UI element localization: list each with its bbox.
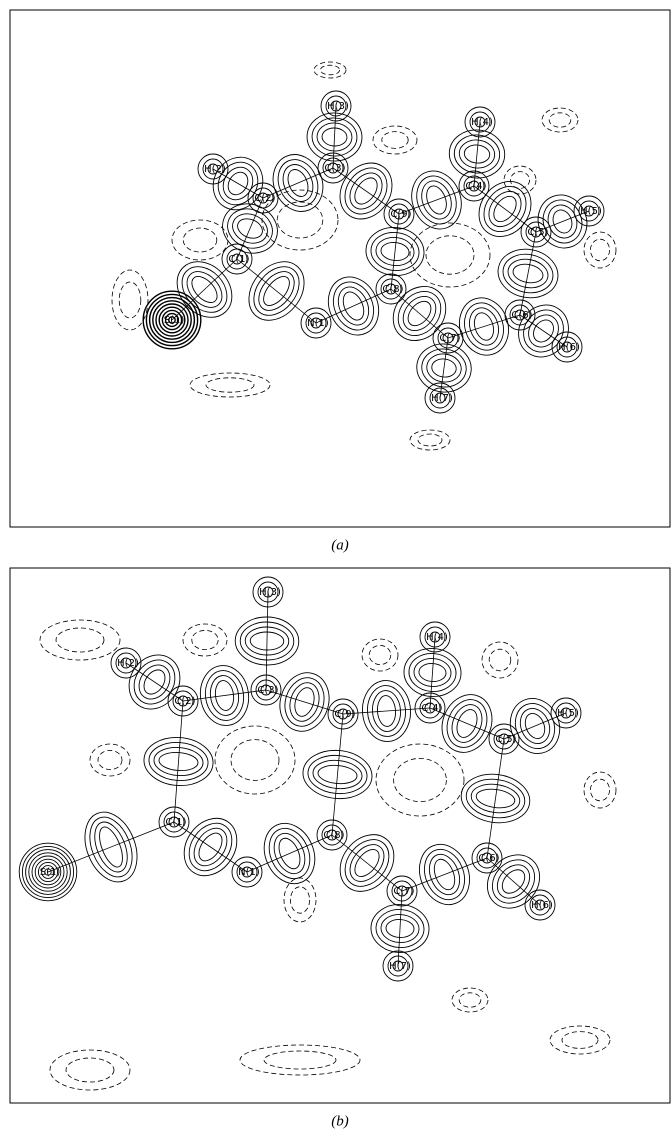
atom-label: H(6) [558,342,580,353]
atom-label: C(3) [257,685,278,696]
panel-frame [10,10,670,527]
negative-contour [172,220,228,260]
bond [391,289,448,338]
negative-contour [192,630,218,649]
negative-contour [66,1058,114,1082]
bond [487,739,504,858]
negative-contour [369,645,391,664]
atom-label: C(4) [465,181,486,192]
page: H(3) H(4) H(2) C(3) C(4) C(2) C(9) H(5) C(5) C(1)… [0,0,671,1134]
atom-label: C(9) [390,209,411,220]
negative-contour [320,65,339,75]
negative-contour [426,236,474,274]
bond [332,714,343,835]
atom-label: C(5) [495,734,516,745]
negative-contour [550,1026,610,1054]
atom-label: H(5) [580,206,602,217]
negative-contour [590,779,609,801]
negative-contour [215,726,295,794]
negative-contour [119,282,141,318]
atom-label: H(2) [204,164,226,175]
negative-contour [584,772,616,808]
atom-label: N(1) [238,867,260,878]
negative-contour [190,373,270,397]
atom-label: C(8) [323,830,344,841]
figure: H(3) H(4) H(2) C(3) C(4) C(2) C(9) H(5) C(5) C(1)… [0,0,671,1134]
negative-contour [562,1032,598,1049]
atom-label: C(7) [393,886,414,897]
negative-contour [382,132,408,149]
negative-contour [452,988,488,1012]
bond [430,637,435,708]
negative-contour [290,887,309,913]
atom-label: C(4) [421,703,442,714]
atom-label: C(3) [324,163,345,174]
bond [332,835,402,891]
atom-label: H(3) [259,587,281,598]
atom-label: H(6) [531,900,553,911]
atom-label: C(2) [254,193,275,204]
contour-map: H(3) H(4) H(2) C(3) C(4) C(2) C(9) H(5) C(5) C(1)… [19,577,616,1090]
bond [398,891,402,966]
negative-contour [410,223,490,287]
negative-contour [40,620,120,660]
atom-label: H(2) [117,658,139,669]
negative-contour [373,126,417,154]
atom-label: C(8) [382,284,403,295]
negative-contour [394,758,447,801]
atom-label: S(1) [40,867,61,878]
caption: (a) [331,537,349,553]
bond [48,822,174,872]
negative-contour [206,378,254,392]
negative-contour [418,434,442,446]
negative-contour [231,740,279,781]
atom-label: C(1) [228,254,249,265]
bond [343,708,430,714]
bond [402,858,487,891]
atom-label: C(2) [174,696,195,707]
atom-label: H(4) [426,632,448,643]
negative-contour [284,878,316,922]
negative-contour [542,108,578,132]
atom-label: H(5) [557,708,579,719]
atom-label: H(7) [431,393,453,404]
negative-contour [183,228,217,252]
negative-contour [489,649,511,671]
negative-contour [584,232,616,268]
atom-label: C(1) [165,817,186,828]
negative-contour [549,113,571,127]
negative-contour [376,744,464,816]
negative-contour [277,202,323,238]
negative-contour [459,993,481,1007]
negative-contour [98,750,122,769]
atom-label: C(5) [527,227,548,238]
negative-contour [264,1051,336,1069]
negative-contour [183,624,227,656]
atom-label: C(6) [478,853,499,864]
bond [333,168,399,214]
atom-label: C(7) [439,333,460,344]
negative-contour [482,642,518,678]
negative-contour [362,639,398,671]
atom-label: S(1) [164,315,185,326]
negative-contour [590,239,609,261]
atom-label: H(3) [327,101,349,112]
atom-label: C(9) [334,709,355,720]
atom-label: N(1) [307,318,329,329]
negative-contour [314,62,346,78]
contour-map: H(3) H(4) H(2) C(3) C(4) C(2) C(9) H(5) C(5) C(1)… [112,62,616,450]
bond [391,214,399,289]
negative-contour [240,1045,360,1075]
negative-contour [510,172,529,189]
atom-label: H(7) [389,961,411,972]
bond [174,701,183,822]
atom-label: C(6) [511,310,532,321]
negative-contour [410,430,450,450]
negative-contour [50,1050,130,1090]
negative-contour [56,628,104,652]
negative-contour [90,744,130,776]
caption: (b) [331,1113,349,1129]
atom-label: H(4) [471,117,493,128]
